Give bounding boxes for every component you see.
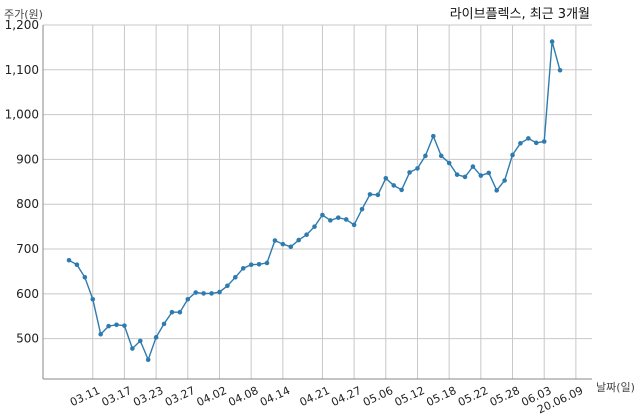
y-tick-label: 1,000 xyxy=(5,108,39,122)
y-tick-label: 600 xyxy=(16,287,39,301)
x-tick-label: 04.02 xyxy=(195,384,229,409)
x-tick-label: 05.12 xyxy=(393,384,427,409)
price-point xyxy=(533,140,539,146)
price-point xyxy=(486,170,492,176)
price-point xyxy=(541,139,547,144)
x-tick-label: 05.18 xyxy=(424,384,458,409)
price-point xyxy=(177,309,183,315)
price-point xyxy=(549,39,555,44)
price-point xyxy=(296,237,301,243)
price-point xyxy=(233,274,238,280)
price-point xyxy=(454,172,460,177)
price-point xyxy=(431,133,436,139)
x-tick-label: 03.17 xyxy=(100,384,134,409)
price-point xyxy=(462,174,468,180)
x-tick-label: 04.27 xyxy=(329,384,363,409)
price-point xyxy=(510,152,515,158)
x-axis-label: 날짜(일) xyxy=(596,380,635,394)
price-point xyxy=(407,170,412,175)
price-point xyxy=(320,212,325,218)
price-point xyxy=(391,183,397,188)
price-line xyxy=(68,41,561,362)
price-point xyxy=(114,322,119,328)
price-point xyxy=(74,262,80,268)
price-point xyxy=(98,331,103,337)
price-point xyxy=(375,192,381,198)
price-point xyxy=(335,215,341,220)
price-point xyxy=(343,217,349,222)
price-point xyxy=(161,321,167,327)
price-series xyxy=(66,39,563,363)
price-point xyxy=(90,296,96,302)
price-point xyxy=(446,160,452,166)
price-point xyxy=(256,261,262,267)
axes xyxy=(42,25,592,380)
price-point xyxy=(438,153,444,159)
price-point xyxy=(193,290,199,295)
price-point xyxy=(470,164,476,169)
y-tick-label: 700 xyxy=(16,242,39,256)
y-tick-label: 1,200 xyxy=(5,18,39,32)
price-point xyxy=(351,222,357,228)
price-point xyxy=(130,346,135,351)
price-point xyxy=(264,260,270,266)
grid xyxy=(43,24,592,379)
price-point xyxy=(272,238,278,243)
x-tick-label: 04.14 xyxy=(258,384,292,409)
x-tick-label: 03.27 xyxy=(163,384,197,409)
price-point xyxy=(328,218,333,223)
price-point xyxy=(557,67,563,73)
price-point xyxy=(240,266,246,271)
y-axis-label: 주가(원) xyxy=(4,8,43,21)
price-point xyxy=(201,291,206,296)
x-tick-label: 03.11 xyxy=(68,384,102,409)
x-tick-label: 04.08 xyxy=(226,384,260,409)
price-point xyxy=(288,244,294,250)
price-point xyxy=(185,296,191,302)
x-tick-label: 05.06 xyxy=(361,384,395,409)
price-point xyxy=(122,323,127,328)
y-tick-label: 800 xyxy=(16,197,39,211)
price-point xyxy=(153,335,159,340)
price-point xyxy=(383,175,389,181)
price-point xyxy=(248,262,254,268)
price-point xyxy=(478,173,484,178)
y-tick-label: 1,100 xyxy=(5,63,39,77)
x-tick-label: 05.28 xyxy=(488,384,522,409)
price-point xyxy=(137,338,143,344)
price-point xyxy=(502,178,507,183)
price-point xyxy=(217,289,222,295)
price-point xyxy=(106,323,111,329)
price-point xyxy=(518,140,523,146)
price-point xyxy=(367,192,373,197)
price-point xyxy=(494,188,499,193)
price-point xyxy=(359,206,365,212)
x-tick-label: 04.21 xyxy=(298,384,332,409)
price-point xyxy=(304,232,309,238)
price-point xyxy=(169,309,175,315)
price-point xyxy=(526,136,531,141)
y-tick-label: 900 xyxy=(16,152,39,166)
price-point xyxy=(209,291,214,296)
price-point xyxy=(225,283,230,289)
x-tick-label: 03.23 xyxy=(131,384,165,409)
price-point xyxy=(312,224,317,229)
y-tick-label: 500 xyxy=(16,332,39,346)
price-point xyxy=(82,274,88,280)
x-tick-label: 05.22 xyxy=(456,384,490,409)
price-point xyxy=(280,241,286,247)
price-point xyxy=(399,187,404,193)
price-point xyxy=(145,357,151,363)
price-point xyxy=(423,153,428,159)
price-point xyxy=(415,166,420,171)
price-point xyxy=(66,257,72,263)
y-ticks: 500 600 700 800 900 1,000 1,100 1,200 xyxy=(5,18,39,346)
chart-title: 라이브플렉스, 최근 3개월 xyxy=(450,7,590,22)
